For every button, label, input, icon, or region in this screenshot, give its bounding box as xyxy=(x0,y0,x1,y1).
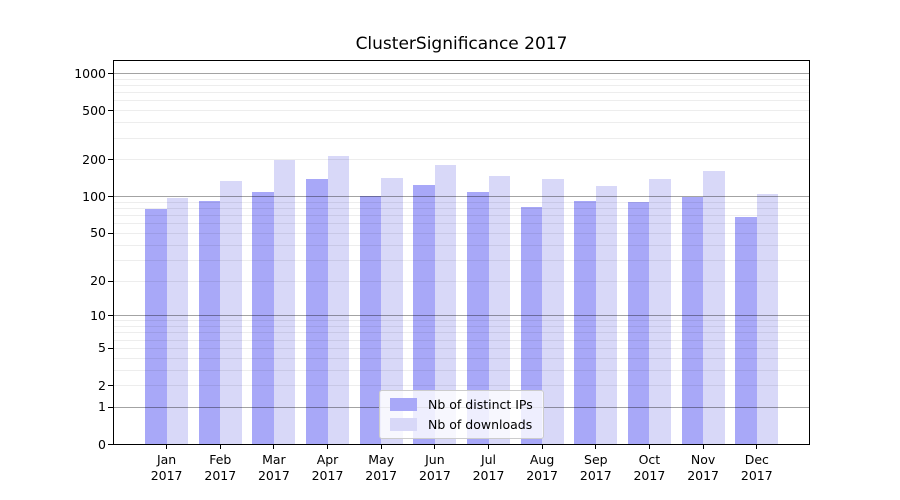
bar-distinct-ips-feb xyxy=(198,200,221,444)
y-tick-label-100: 100 xyxy=(82,188,106,204)
y-tick-label-50: 50 xyxy=(90,225,106,241)
x-tick-label-jul: Jul 2017 xyxy=(472,452,505,483)
gridline-300 xyxy=(114,137,809,139)
x-tick-jul xyxy=(487,445,490,449)
x-tick-apr xyxy=(326,445,329,449)
y-tick-label-0: 0 xyxy=(98,436,106,452)
bar-downloads-feb xyxy=(220,180,242,444)
y-tick-200 xyxy=(108,159,113,161)
x-tick-label-apr: Apr 2017 xyxy=(311,452,344,483)
gridline-200 xyxy=(114,159,809,161)
bar-distinct-ips-mar xyxy=(252,192,274,444)
bar-distinct-ips-jun xyxy=(413,184,435,444)
bar-distinct-ips-sep xyxy=(574,200,596,444)
bar-downloads-jul xyxy=(488,176,510,444)
plot-area: Nb of distinct IPs Nb of downloads xyxy=(113,60,810,445)
y-tick-50 xyxy=(108,232,113,235)
legend-label-downloads: Nb of downloads xyxy=(428,417,533,432)
y-tick-label-20: 20 xyxy=(90,273,106,288)
x-tick-label-aug: Aug 2017 xyxy=(526,452,558,483)
y-tick-0 xyxy=(108,444,113,446)
bar-distinct-ips-aug xyxy=(520,206,543,444)
y-tick-label-2: 2 xyxy=(98,377,106,393)
x-tick-nov xyxy=(702,445,704,449)
x-tick-label-jan: Jan 2017 xyxy=(150,452,183,483)
bar-distinct-ips-may xyxy=(359,196,382,444)
legend-swatch-distinct-ips xyxy=(390,398,417,411)
x-tick-label-feb: Feb 2017 xyxy=(204,452,237,483)
y-tick-10 xyxy=(108,315,113,317)
bar-distinct-ips-jul xyxy=(467,191,489,444)
bar-downloads-jun xyxy=(434,164,457,444)
x-tick-label-sep: Sep 2017 xyxy=(579,452,612,483)
bar-distinct-ips-dec xyxy=(735,216,757,444)
x-tick-dec xyxy=(756,445,758,449)
chart-title: ClusterSignificance 2017 xyxy=(355,34,568,54)
bar-downloads-dec xyxy=(756,194,779,444)
legend-swatch-downloads xyxy=(390,418,417,431)
bar-downloads-sep xyxy=(595,186,618,444)
y-tick-label-1: 1 xyxy=(98,399,106,415)
x-tick-aug xyxy=(541,445,543,449)
x-tick-mar xyxy=(273,445,275,449)
bar-downloads-nov xyxy=(703,170,725,444)
bar-downloads-may xyxy=(381,178,403,444)
x-tick-oct xyxy=(648,445,650,449)
bar-distinct-ips-jan xyxy=(145,209,167,444)
bar-downloads-apr xyxy=(327,155,350,444)
y-tick-label-5: 5 xyxy=(98,340,106,356)
gridline-400 xyxy=(114,122,809,124)
y-tick-label-1000: 1000 xyxy=(74,65,106,81)
legend-label-distinct-ips: Nb of distinct IPs xyxy=(428,397,533,412)
y-tick-100 xyxy=(108,196,113,198)
y-tick-5 xyxy=(108,347,113,349)
gridline-800 xyxy=(114,85,809,86)
x-tick-label-jun: Jun 2017 xyxy=(418,452,451,483)
gridline-1000 xyxy=(114,73,809,74)
y-tick-1 xyxy=(108,406,113,408)
x-tick-feb xyxy=(219,445,221,449)
y-tick-20 xyxy=(108,280,113,282)
bar-distinct-ips-oct xyxy=(627,201,650,444)
x-tick-label-oct: Oct 2017 xyxy=(633,452,666,483)
y-tick-1000 xyxy=(108,73,113,75)
y-tick-500 xyxy=(108,110,113,112)
x-tick-label-nov: Nov 2017 xyxy=(687,452,719,483)
gridline-700 xyxy=(114,92,809,94)
legend-entry-distinct-ips: Nb of distinct IPs xyxy=(390,397,533,412)
gridline-900 xyxy=(114,78,809,80)
gridline-600 xyxy=(114,100,809,102)
bar-downloads-oct xyxy=(649,179,671,444)
legend: Nb of distinct IPs Nb of downloads xyxy=(379,390,544,439)
y-tick-2 xyxy=(108,385,113,387)
x-tick-may xyxy=(380,445,382,449)
bar-downloads-aug xyxy=(542,179,564,444)
bar-distinct-ips-nov xyxy=(681,197,704,444)
x-tick-sep xyxy=(595,445,597,449)
bar-distinct-ips-apr xyxy=(306,179,328,444)
y-tick-label-200: 200 xyxy=(82,151,106,167)
y-tick-label-500: 500 xyxy=(82,102,106,118)
legend-entry-downloads: Nb of downloads xyxy=(390,417,533,432)
gridline-500 xyxy=(114,110,809,112)
x-tick-jan xyxy=(166,445,168,449)
x-tick-label-mar: Mar 2017 xyxy=(257,452,290,483)
y-tick-label-10: 10 xyxy=(90,307,106,323)
bar-downloads-jan xyxy=(166,197,189,444)
x-tick-label-dec: Dec 2017 xyxy=(740,452,773,483)
bar-downloads-mar xyxy=(273,159,296,444)
x-tick-label-may: May 2017 xyxy=(365,452,398,483)
x-tick-jun xyxy=(434,445,436,449)
